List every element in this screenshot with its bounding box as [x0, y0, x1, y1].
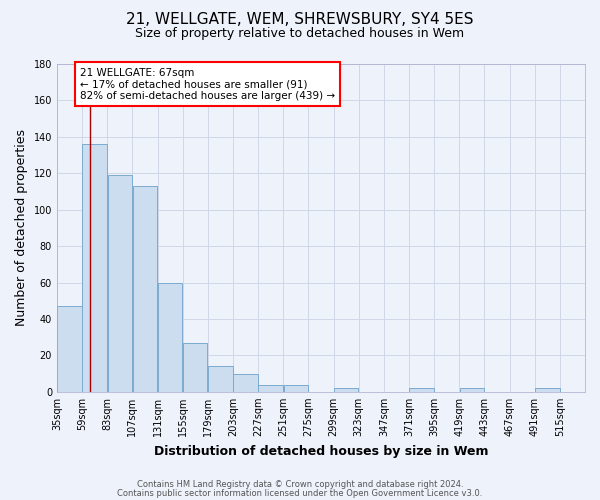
Bar — [158, 282, 182, 392]
Bar — [57, 306, 82, 392]
Text: 21 WELLGATE: 67sqm
← 17% of detached houses are smaller (91)
82% of semi-detache: 21 WELLGATE: 67sqm ← 17% of detached hou… — [80, 68, 335, 101]
Bar — [259, 384, 283, 392]
Bar — [208, 366, 233, 392]
Bar — [107, 175, 132, 392]
Text: 21, WELLGATE, WEM, SHREWSBURY, SY4 5ES: 21, WELLGATE, WEM, SHREWSBURY, SY4 5ES — [126, 12, 474, 28]
Y-axis label: Number of detached properties: Number of detached properties — [15, 130, 28, 326]
Bar — [284, 384, 308, 392]
Bar — [183, 342, 208, 392]
Bar — [233, 374, 258, 392]
Bar — [82, 144, 107, 392]
Bar — [460, 388, 484, 392]
Bar — [409, 388, 434, 392]
Bar — [334, 388, 358, 392]
Text: Contains public sector information licensed under the Open Government Licence v3: Contains public sector information licen… — [118, 488, 482, 498]
Bar — [535, 388, 560, 392]
Text: Contains HM Land Registry data © Crown copyright and database right 2024.: Contains HM Land Registry data © Crown c… — [137, 480, 463, 489]
X-axis label: Distribution of detached houses by size in Wem: Distribution of detached houses by size … — [154, 444, 488, 458]
Bar — [133, 186, 157, 392]
Text: Size of property relative to detached houses in Wem: Size of property relative to detached ho… — [136, 28, 464, 40]
